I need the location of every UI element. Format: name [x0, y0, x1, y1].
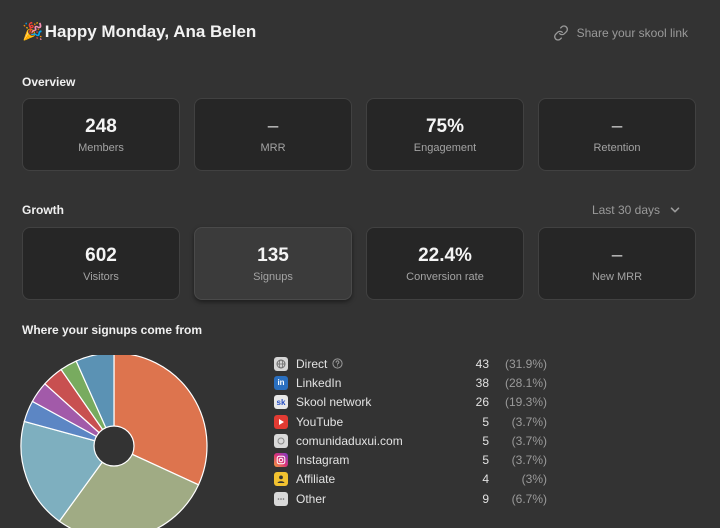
source-count: 5: [482, 453, 489, 468]
source-count: 26: [475, 395, 489, 410]
date-range-dropdown[interactable]: Last 30 days: [592, 203, 680, 217]
source-percent: (31.9%): [504, 356, 547, 371]
pie-slice-other[interactable]: [75, 355, 115, 447]
source-percent: (6.7%): [511, 491, 547, 506]
date-range-label: Last 30 days: [591, 203, 660, 217]
card-label: Members: [78, 141, 124, 154]
source-row-website: comunidaduxui.com 5 (3.7%): [274, 431, 564, 450]
signup-sources-list: Direct 43 (31.9%) in LinkedIn 38 (28.1%)…: [274, 354, 564, 508]
youtube-icon: [274, 414, 288, 429]
mrr-card[interactable]: – MRR: [194, 98, 352, 171]
help-icon[interactable]: [332, 358, 343, 369]
website-icon: [274, 433, 288, 448]
source-name: Instagram: [296, 453, 350, 468]
party-icon: 🎉: [22, 22, 44, 41]
instagram-icon: [274, 453, 288, 468]
source-count: 43: [475, 356, 489, 371]
source-name: Other: [296, 491, 327, 506]
source-name: Direct: [296, 356, 328, 371]
signups-card[interactable]: 135 Signups: [194, 227, 352, 300]
card-label: New MRR: [591, 270, 643, 283]
card-label: Signups: [253, 270, 293, 283]
source-count: 38: [475, 375, 489, 390]
card-value: 75%: [425, 115, 465, 137]
card-value: –: [611, 115, 623, 137]
greeting-text: Happy Monday, Ana Belen: [44, 22, 257, 41]
card-label: Visitors: [83, 270, 119, 283]
card-value: 248: [85, 115, 117, 137]
source-percent: (28.1%): [504, 375, 547, 390]
card-value: –: [267, 115, 279, 137]
source-count: 5: [482, 433, 489, 448]
source-percent: (3%): [521, 472, 547, 487]
signups-pie-chart: [20, 355, 208, 528]
card-value: 602: [85, 244, 117, 266]
growth-title: Growth: [22, 203, 64, 217]
source-name: Affiliate: [296, 472, 336, 487]
source-percent: (3.7%): [511, 453, 547, 468]
source-count: 9: [482, 491, 489, 506]
source-row-direct: Direct 43 (31.9%): [274, 354, 564, 373]
card-label: Engagement: [413, 141, 477, 154]
source-name: YouTube: [296, 414, 344, 429]
signups-source-title: Where your signups come from: [22, 323, 203, 337]
source-row-skool-network: sk Skool network 26 (19.3%): [274, 393, 564, 412]
more-icon: [274, 491, 288, 506]
conversion-rate-card[interactable]: 22.4% Conversion rate: [366, 227, 524, 300]
pie-center-hole: [93, 425, 135, 467]
growth-cards: 602 Visitors 135 Signups 22.4% Conversio…: [22, 227, 696, 300]
engagement-card[interactable]: 75% Engagement: [366, 98, 524, 171]
page-header: 🎉 Happy Monday, Ana Belen Share your sko…: [22, 20, 698, 46]
visitors-card[interactable]: 602 Visitors: [22, 227, 180, 300]
share-link-button[interactable]: Share your skool link: [553, 25, 688, 41]
linkedin-icon: in: [274, 375, 288, 390]
pie-slice-skool-network[interactable]: [20, 420, 115, 523]
globe-icon: [274, 356, 288, 371]
members-card[interactable]: 248 Members: [22, 98, 180, 171]
source-name: Skool network: [296, 395, 372, 410]
share-link-label: Share your skool link: [576, 26, 688, 40]
pie-slice-direct[interactable]: [113, 355, 208, 486]
card-label: Conversion rate: [406, 270, 484, 283]
source-row-other: Other 9 (6.7%): [274, 489, 564, 508]
source-percent: (3.7%): [511, 414, 547, 429]
new-mrr-card[interactable]: – New MRR: [538, 227, 696, 300]
overview-title: Overview: [22, 75, 76, 89]
source-row-linkedin: in LinkedIn 38 (28.1%): [274, 373, 564, 392]
link-icon: [553, 25, 568, 41]
source-row-youtube: YouTube 5 (3.7%): [274, 412, 564, 431]
source-name: LinkedIn: [296, 375, 342, 390]
retention-card[interactable]: – Retention: [538, 98, 696, 171]
card-value: –: [611, 244, 623, 266]
overview-cards: 248 Members – MRR 75% Engagement – Reten…: [22, 98, 696, 171]
source-row-instagram: Instagram 5 (3.7%): [274, 450, 564, 469]
source-row-affiliate: Affiliate 4 (3%): [274, 470, 564, 489]
skool-icon: sk: [274, 395, 288, 410]
source-percent: (19.3%): [504, 395, 547, 410]
greeting-title: 🎉 Happy Monday, Ana Belen: [22, 22, 256, 42]
pie-slice-linkedin[interactable]: [58, 445, 200, 528]
source-count: 5: [482, 414, 489, 429]
source-count: 4: [482, 472, 489, 487]
chevron-down-icon: [670, 207, 680, 213]
card-value: 135: [257, 244, 289, 266]
card-value: 22.4%: [418, 244, 472, 266]
source-name: comunidaduxui.com: [296, 433, 403, 448]
card-label: Retention: [593, 141, 641, 154]
card-label: MRR: [260, 141, 286, 154]
source-percent: (3.7%): [511, 433, 547, 448]
affiliate-icon: [274, 472, 288, 487]
